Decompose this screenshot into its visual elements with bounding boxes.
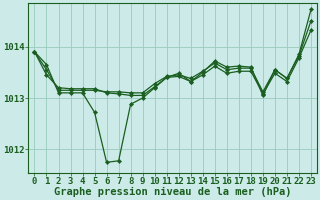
X-axis label: Graphe pression niveau de la mer (hPa): Graphe pression niveau de la mer (hPa) [54,187,292,197]
